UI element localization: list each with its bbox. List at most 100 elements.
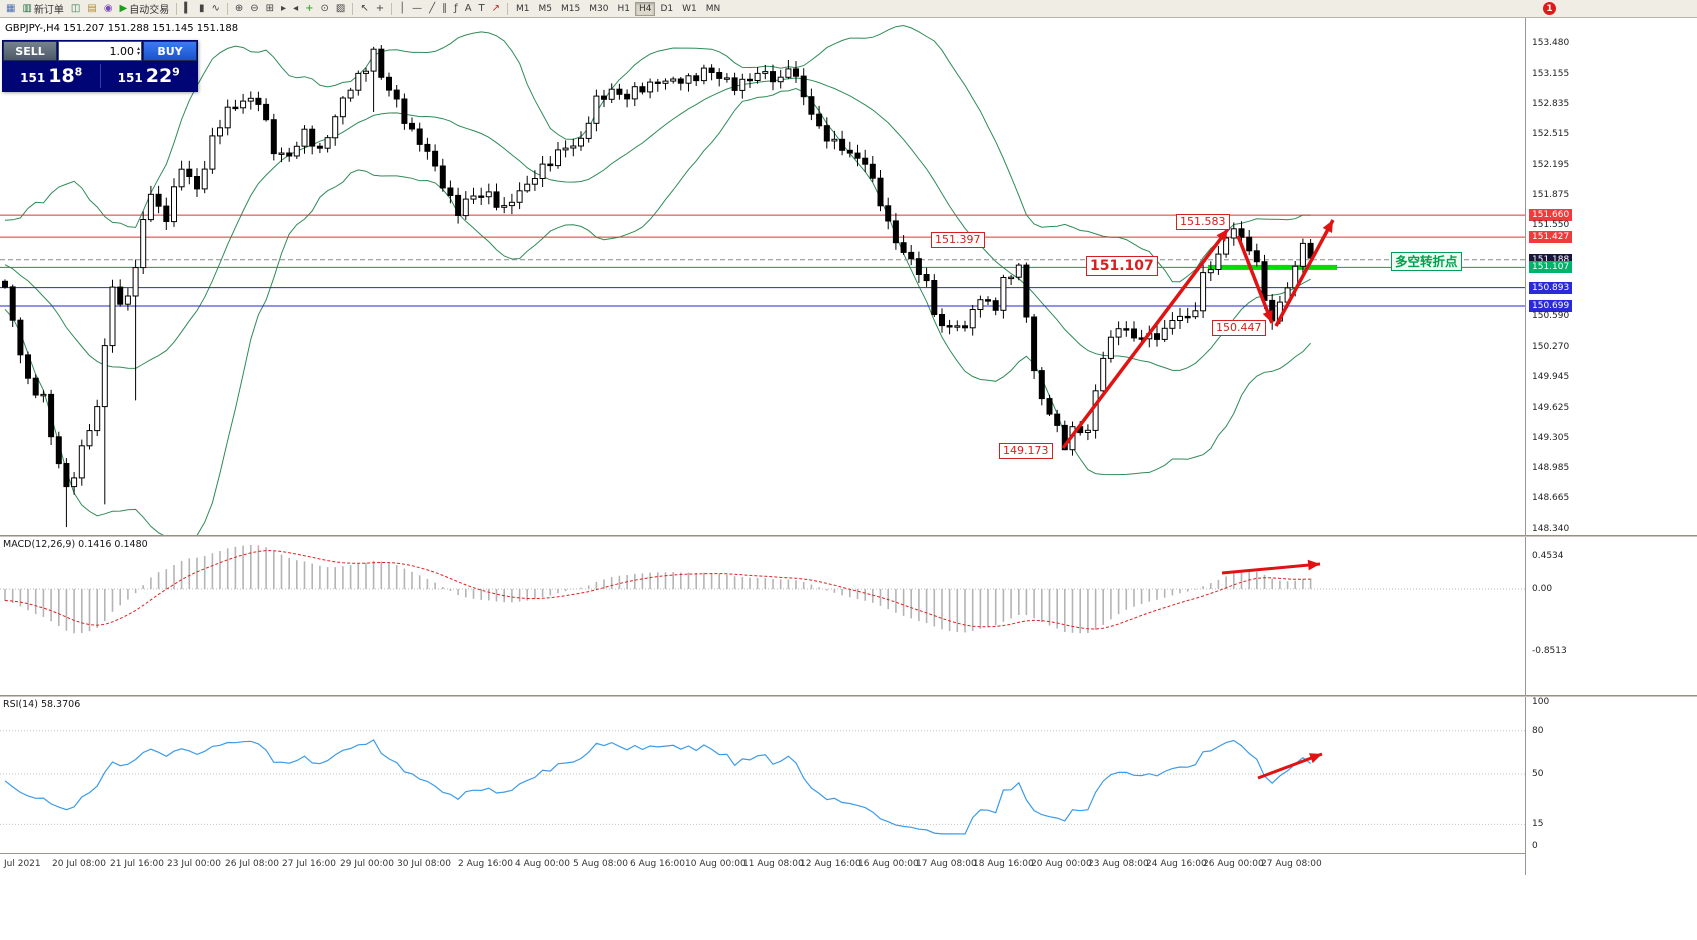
candlestick-chart-button[interactable]: ▮ (196, 1, 208, 16)
spinner-down-icon[interactable]: ▾ (136, 50, 140, 57)
text-button[interactable]: A (462, 1, 475, 16)
timeframe-mn[interactable]: MN (702, 2, 725, 16)
time-axis[interactable]: Jul 2021 20 Jul 08:00 21 Jul 16:00 23 Jul 0… (0, 853, 1525, 875)
price-annotation-150.447[interactable]: 150.447 (1212, 320, 1266, 336)
horizontal-line-button[interactable]: — (409, 1, 425, 16)
sell-price[interactable]: 151 188 (3, 65, 100, 87)
rsi-panel[interactable] (0, 697, 1525, 853)
tile-windows-button[interactable]: ⊞ (263, 1, 277, 16)
price-annotation-151.583[interactable]: 151.583 (1176, 214, 1230, 230)
timeframe-m1[interactable]: M1 (512, 2, 534, 16)
panel-separator-rsi[interactable] (0, 695, 1697, 697)
main-price-chart[interactable] (0, 18, 1525, 535)
trend-arrow-head (1309, 753, 1322, 764)
trend-arrow[interactable] (1221, 562, 1321, 575)
volume-spinner[interactable]: ▴ ▾ (136, 45, 140, 57)
price-annotation-149.173[interactable]: 149.173 (999, 443, 1053, 459)
candle (370, 46, 377, 112)
macd-axis-label: 0.4534 (1532, 550, 1564, 561)
toolbar-separator (176, 2, 178, 15)
equidistant-channel-button[interactable]: ∥ (439, 1, 450, 16)
candle (1046, 394, 1053, 416)
candle (124, 288, 131, 311)
candle (593, 89, 600, 132)
candle (639, 82, 646, 95)
price-annotation-151.397[interactable]: 151.397 (931, 232, 985, 248)
candle (439, 158, 446, 192)
timeframe-m30[interactable]: M30 (585, 2, 612, 16)
new-order-button[interactable]: ▥ 新订单 (19, 1, 66, 16)
price-axis-label: 148.340 (1532, 524, 1570, 534)
timeframe-m5[interactable]: M5 (535, 2, 557, 16)
macd-panel[interactable] (0, 537, 1525, 695)
candle (447, 180, 454, 204)
candle (232, 99, 239, 111)
auto-scroll-button[interactable]: ▸ (278, 1, 289, 16)
candle (670, 76, 677, 84)
zoom-out-button[interactable]: ⊖ (247, 1, 261, 16)
cursor-button[interactable]: ↖ (357, 1, 371, 16)
candle (877, 170, 884, 212)
price-axis-label: 149.305 (1532, 432, 1570, 443)
vertical-line-button[interactable]: │ (396, 1, 408, 16)
trend-arrow[interactable] (1061, 227, 1230, 450)
candle (386, 72, 392, 97)
trend-arrow[interactable] (1274, 219, 1335, 327)
volume-input[interactable]: 1.00 ▴ ▾ (58, 41, 142, 61)
candle (823, 117, 830, 149)
rsi-axis-label: 100 (1532, 697, 1550, 707)
candle (624, 89, 631, 108)
candle (1299, 238, 1306, 274)
autotrade-button[interactable]: ▶ 自动交易 (117, 1, 173, 16)
price-axis[interactable]: 0.4534 0.00 -0.8513 100 80 50 15 0 153.480 153.15… (1525, 18, 1697, 875)
candle (547, 156, 554, 172)
candle (347, 87, 354, 102)
crosshair-button[interactable]: + (373, 1, 387, 16)
candle (1253, 243, 1260, 267)
candle (48, 389, 55, 445)
panel-separator-macd[interactable] (0, 535, 1697, 537)
timeframe-m15[interactable]: M15 (557, 2, 584, 16)
timeframe-d1[interactable]: D1 (656, 2, 677, 16)
candle (286, 147, 293, 162)
notification-badge[interactable]: 1 (1543, 2, 1556, 15)
navigator-icon-button[interactable]: ▤ (84, 1, 99, 16)
buy-price[interactable]: 151 229 (101, 65, 198, 87)
toolbar-separator (507, 2, 509, 15)
arrows-button[interactable]: ↗ (489, 1, 503, 16)
price-axis-label: 150.270 (1532, 341, 1570, 352)
chart-window-icon-button[interactable]: ▦ (3, 1, 18, 16)
timeframe-w1[interactable]: W1 (678, 2, 701, 16)
sell-button[interactable]: SELL (3, 41, 57, 61)
fibonacci-button[interactable]: ƒ (451, 1, 461, 16)
indicators-button[interactable]: + (302, 1, 316, 16)
candle (94, 399, 101, 436)
price-annotation-151.107[interactable]: 151.107 (1086, 256, 1158, 276)
line-chart-button[interactable]: ∿ (208, 1, 222, 16)
periods-button[interactable]: ⊙ (317, 1, 331, 16)
candle (992, 297, 999, 316)
candle (892, 213, 899, 250)
buy-button[interactable]: BUY (143, 41, 197, 61)
trend-arrow[interactable] (1236, 235, 1274, 324)
turning-point-segment[interactable] (1208, 264, 1337, 270)
candle (816, 105, 823, 129)
chart-shift-icon: ◂ (293, 2, 299, 14)
arrows-icon: ↗ (491, 2, 501, 14)
candle (1000, 274, 1007, 319)
timeframe-h4[interactable]: H4 (634, 1, 656, 16)
market-watch-icon-button[interactable]: ◫ (68, 1, 83, 16)
label-button[interactable]: T (476, 1, 488, 16)
chart-shift-button[interactable]: ◂ (290, 1, 301, 16)
trendline-button[interactable]: ╱ (426, 1, 438, 16)
candle (186, 160, 193, 185)
templates-button[interactable]: ▨ (333, 1, 348, 16)
turning-point-annotation[interactable]: 多空转折点 (1391, 252, 1462, 271)
spinner-up-icon[interactable]: ▴ (136, 45, 140, 52)
zoom-in-button[interactable]: ⊕ (232, 1, 246, 16)
text-icon: A (464, 2, 472, 14)
bar-chart-button[interactable]: ▍ (181, 1, 195, 16)
terminal-icon-button[interactable]: ◉ (101, 1, 116, 16)
candle (662, 78, 669, 90)
timeframe-h1[interactable]: H1 (613, 2, 634, 16)
